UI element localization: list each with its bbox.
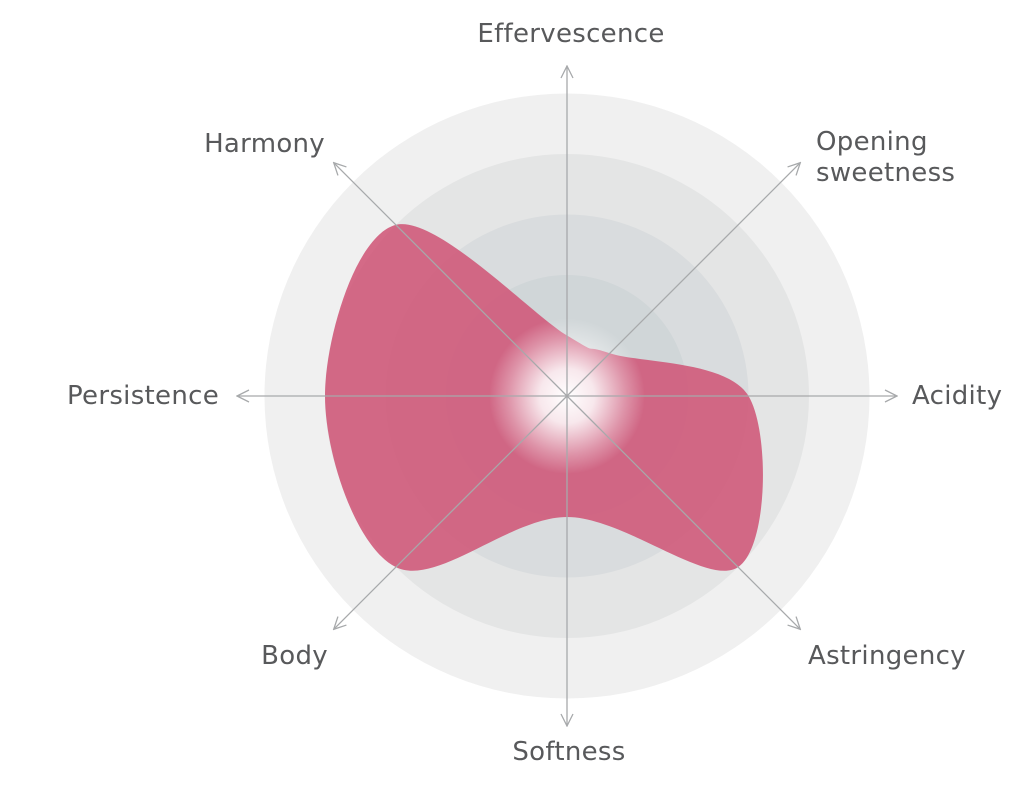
radar-axis-line-4 [566,395,800,629]
axis-label-5: Softness [512,737,625,767]
axis-label-2-line-2: sweetness [816,158,955,188]
radar-axis-labels: Effervescence Opening sweetness Acidity Astr… [67,19,1002,767]
axis-label-2-line-1: Opening [816,127,928,157]
axis-label-6: Body [261,641,328,671]
axis-label-8: Harmony [204,129,325,159]
axis-label-6-line-1: Body [261,641,328,671]
axis-label-4-line-1: Astringency [808,641,966,671]
radar-axis-line-8 [334,163,568,397]
axis-label-7-line-1: Persistence [67,381,219,411]
axis-label-8-line-1: Harmony [204,129,325,159]
radar-axis-line-6 [334,395,568,629]
axis-label-4: Astringency [808,641,966,671]
axis-label-7: Persistence [67,381,219,411]
axis-label-3: Acidity [912,381,1002,411]
axis-label-3-line-1: Acidity [912,381,1002,411]
axis-label-2: Opening sweetness [816,127,955,188]
radar-axes [237,66,897,726]
radar-axis-line-2 [566,163,800,397]
axis-label-1: Effervescence [477,19,664,49]
axis-label-5-line-1: Softness [512,737,625,767]
axis-label-1-line-1: Effervescence [477,19,664,49]
